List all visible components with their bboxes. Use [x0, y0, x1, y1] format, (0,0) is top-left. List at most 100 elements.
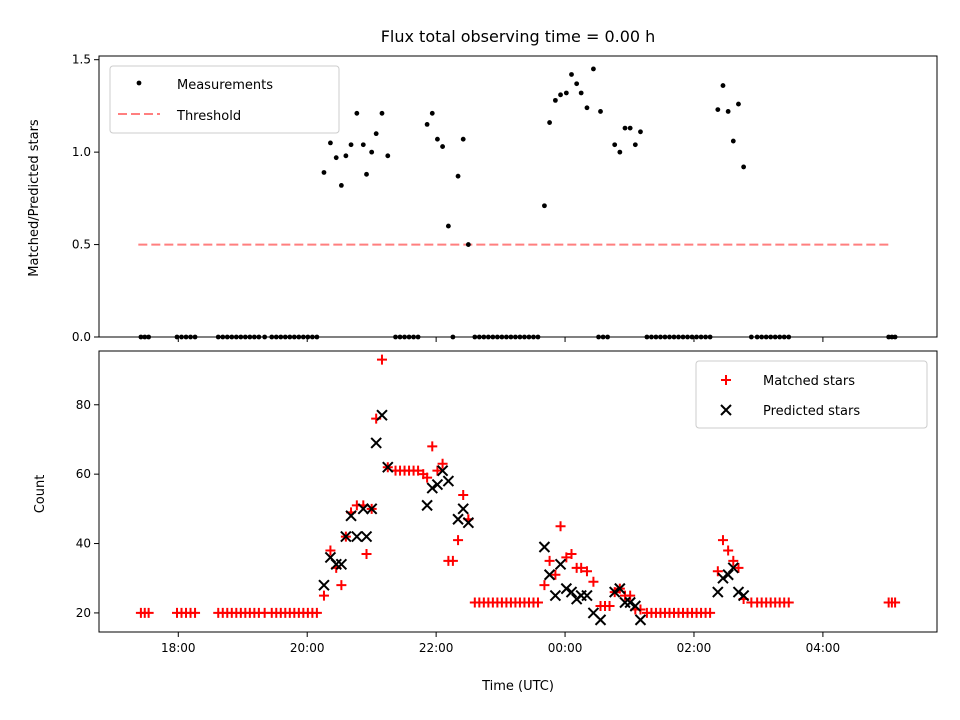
matched-star-point	[318, 590, 329, 601]
predicted-star-point	[457, 503, 469, 515]
matched-star-point	[576, 562, 587, 573]
predicted-star-point	[732, 586, 745, 598]
predicted-star-point	[737, 589, 750, 602]
bottom-x-tick-label: 02:00	[677, 641, 712, 655]
predicted-star-point	[382, 461, 394, 473]
predicted-star-point	[543, 569, 556, 581]
predicted-star-point	[549, 589, 562, 602]
matched-star-point	[588, 576, 599, 587]
measurement-point	[741, 164, 747, 170]
top-y-axis-label: Matched/Predicted stars	[27, 119, 42, 277]
matched-star-point	[555, 521, 566, 532]
matched-star-point	[728, 555, 739, 566]
matched-star-point	[458, 489, 469, 500]
bottom-x-tick-label: 18:00	[161, 641, 196, 655]
matched-star-point	[783, 597, 794, 608]
matched-star-point	[432, 465, 443, 476]
measurement-point	[558, 92, 563, 98]
measurement-point	[598, 109, 603, 114]
measurement-point	[547, 120, 552, 125]
matched-star-point	[544, 555, 555, 566]
legend-threshold-label: Threshold	[176, 109, 241, 124]
measurement-point	[465, 242, 471, 247]
measurement-point	[328, 140, 333, 146]
top-legend: Measurements Threshold	[109, 65, 340, 134]
matched-star-point	[325, 545, 336, 556]
measurement-point	[343, 153, 349, 159]
measurement-point	[440, 144, 445, 149]
matched-star-point	[717, 535, 728, 546]
bottom-legend-box	[695, 360, 928, 429]
predicted-star-point	[594, 614, 607, 626]
legend-predicted-cross	[720, 404, 732, 416]
measurement-point	[333, 155, 339, 161]
matched-star-point	[376, 354, 387, 365]
matched-star-point	[311, 607, 322, 618]
matched-star-point	[422, 472, 433, 483]
bottom-x-tick-label: 20:00	[290, 641, 325, 655]
measurement-point	[385, 153, 391, 159]
top-y-tick-label: 1.0	[72, 145, 91, 159]
predicted-star-point	[554, 558, 567, 571]
measurement-point	[574, 81, 580, 87]
bottom-y-tick-label: 80	[76, 398, 91, 412]
matched-star-point	[712, 566, 723, 577]
predicted-star-point	[421, 499, 433, 512]
matched-star-point	[625, 590, 636, 601]
matched-star-point	[361, 548, 372, 559]
legend-predicted-label: Predicted stars	[763, 404, 860, 419]
bottom-axis-ticks: 20 40 60 80 18:00 20:00 22:00 00:00 02:00 04:00	[76, 398, 840, 655]
bottom-legend: Matched stars Predicted stars	[695, 360, 928, 429]
measurement-point	[424, 122, 430, 127]
measurement-point	[617, 149, 623, 155]
predicted-star-point	[452, 513, 464, 525]
predicted-star-point	[365, 503, 378, 515]
predicted-star-point	[426, 482, 438, 494]
measurement-point	[591, 66, 596, 72]
matched-star-point	[723, 545, 734, 556]
matched-star-point	[890, 597, 901, 608]
measurement-point	[563, 90, 569, 96]
predicted-star-point	[318, 579, 330, 591]
predicted-star-point	[431, 478, 444, 491]
predicted-star-point	[436, 464, 449, 477]
predicted-star-point	[560, 582, 573, 595]
top-y-tick-label: 0.5	[72, 238, 91, 252]
bottom-x-tick-label: 00:00	[548, 641, 583, 655]
predicted-star-point	[538, 541, 551, 553]
predicted-star-point	[581, 589, 593, 602]
measurement-point	[627, 125, 633, 131]
measurement-point	[612, 142, 618, 148]
predicted-star-point	[351, 530, 363, 543]
predicted-star-point	[370, 437, 382, 449]
measurement-point	[736, 101, 741, 107]
predicted-star-point	[614, 582, 626, 595]
bottom-x-tick-label: 22:00	[419, 641, 454, 655]
matched-stars-series	[135, 354, 901, 618]
predicted-star-point	[442, 475, 455, 487]
predicted-star-point	[634, 614, 647, 626]
predicted-star-point	[360, 530, 373, 543]
measurement-point	[360, 142, 366, 148]
predicted-star-point	[335, 558, 348, 571]
legend-measurements-marker	[136, 80, 142, 86]
matched-star-point	[733, 562, 744, 573]
matched-star-point	[581, 566, 592, 577]
top-axis-ticks: 0.0 0.5 1.0 1.5	[72, 53, 824, 344]
predicted-star-point	[462, 517, 475, 529]
measurement-point	[578, 90, 584, 96]
predicted-star-point	[340, 530, 352, 543]
predicted-star-point	[376, 409, 388, 421]
matched-star-point	[532, 597, 543, 608]
matched-star-point	[190, 607, 201, 618]
measurement-point	[622, 125, 628, 131]
predicted-star-point	[357, 503, 369, 515]
measurement-point	[354, 110, 360, 116]
predicted-star-point	[712, 586, 724, 598]
measurement-point	[445, 223, 451, 229]
bottom-y-axis-label: Count	[33, 475, 48, 514]
measurement-point	[725, 109, 731, 114]
bottom-y-tick-label: 40	[76, 537, 91, 551]
measurement-point	[373, 131, 379, 137]
